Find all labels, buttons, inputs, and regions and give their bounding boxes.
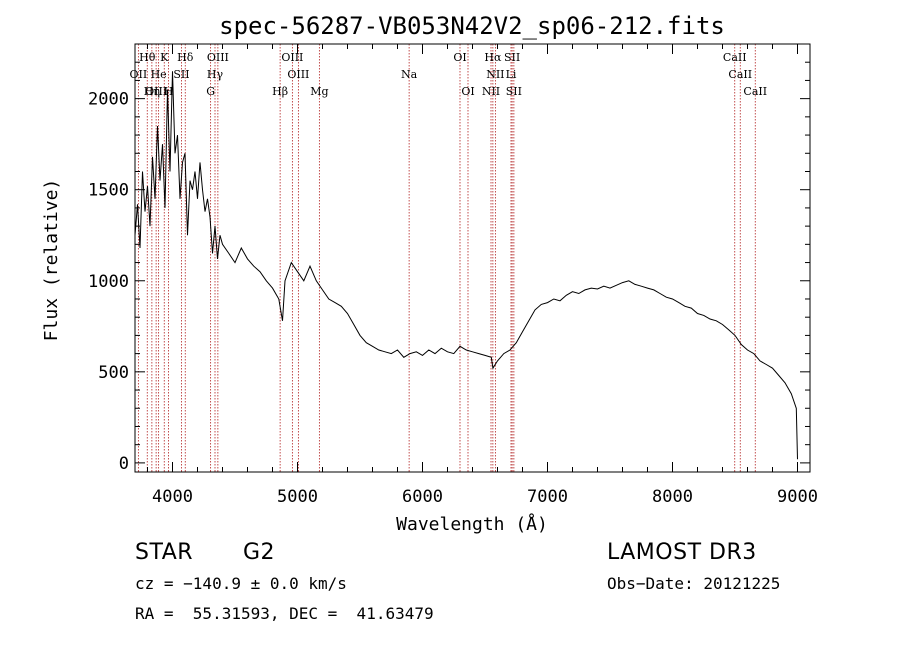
survey-name: LAMOST DR3	[607, 540, 757, 565]
line-label-26: SII	[506, 85, 522, 98]
line-label-5: OI	[453, 51, 466, 64]
line-label-8: CaII	[723, 51, 747, 64]
line-label-17: CaII	[728, 68, 752, 81]
line-label-20: H	[164, 85, 174, 98]
line-label-21: G	[206, 85, 215, 98]
x-axis-label: Wavelength (Å)	[396, 513, 548, 535]
line-label-1: K	[160, 51, 169, 64]
redshift-velocity: cz = −140.9 ± 0.0 km/s	[135, 574, 347, 593]
line-label-16: Li	[506, 68, 517, 81]
observation-date: Obs−Date: 20121225	[607, 574, 781, 593]
line-label-7: SII	[504, 51, 520, 64]
y-tick-label-3: 1500	[88, 181, 129, 201]
line-label-25: NII	[482, 85, 500, 98]
line-label-24: OI	[461, 85, 474, 98]
y-tick-label-4: 2000	[88, 90, 129, 110]
x-tick-label-1: 5000	[277, 487, 318, 507]
x-tick-label-5: 9000	[777, 487, 818, 507]
x-tick-label-4: 8000	[652, 487, 693, 507]
coordinates: RA = 55.31593, DEC = 41.63479	[135, 604, 434, 623]
chart-title: spec-56287-VB053N42V2_sp06-212.fits	[219, 12, 725, 40]
line-label-2: Hδ	[177, 51, 194, 64]
line-label-10: He	[151, 68, 167, 81]
x-tick-label-0: 4000	[152, 487, 193, 507]
line-label-18: OIII	[145, 85, 167, 98]
plot-frame	[134, 43, 811, 473]
line-label-12: Hγ	[207, 68, 224, 81]
line-label-6: Hα	[484, 51, 502, 64]
x-tick-label-2: 6000	[402, 487, 443, 507]
spectral-line-markers	[137, 44, 756, 472]
line-label-3: OIII	[207, 51, 229, 64]
y-tick-label-2: 1000	[88, 272, 129, 292]
line-label-0: Hθ	[139, 51, 156, 64]
line-label-23: Mg	[310, 85, 328, 98]
line-label-9: OII	[130, 68, 148, 81]
object-subclass: G2	[243, 540, 276, 565]
line-label-22: Hβ	[272, 85, 288, 98]
x-axis-ticks: 4000 5000 6000 7000 8000 9000	[147, 44, 818, 507]
spectrum-line	[134, 71, 798, 460]
y-axis-label: Flux (relative)	[41, 179, 62, 342]
y-tick-label-1: 500	[98, 363, 129, 383]
y-axis-ticks: 0 500 1000 1500 2000	[88, 61, 810, 474]
line-label-19: Hη	[144, 85, 160, 98]
x-tick-label-3: 7000	[527, 487, 568, 507]
object-class: STAR	[135, 540, 194, 565]
y-tick-label-0: 0	[119, 454, 129, 474]
line-label-4: OIII	[281, 51, 303, 64]
line-label-14: Na	[401, 68, 418, 81]
line-label-15: NII	[486, 68, 504, 81]
line-label-27: CaII	[743, 85, 767, 98]
line-label-11: SII	[173, 68, 189, 81]
line-label-13: OIII	[287, 68, 309, 81]
